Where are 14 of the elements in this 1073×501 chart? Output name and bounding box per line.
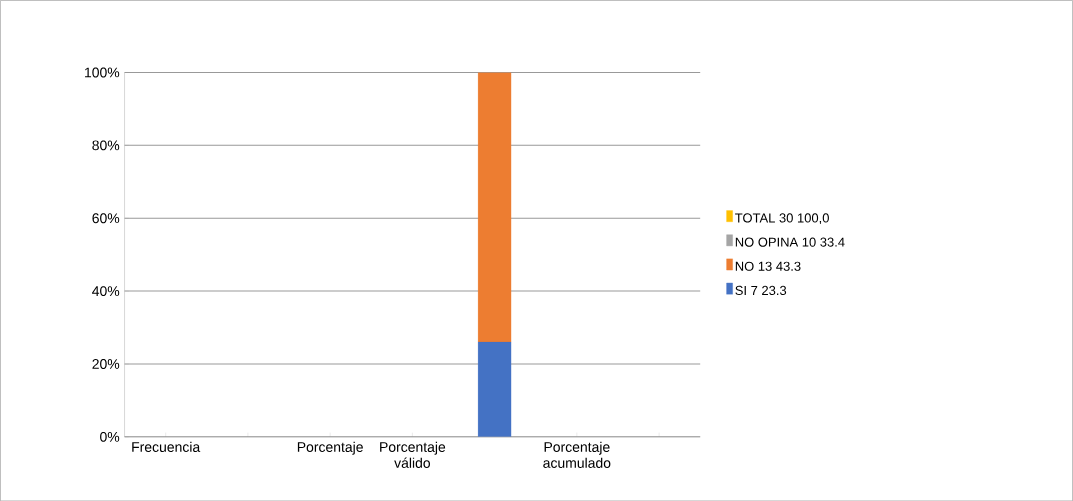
x-tick-label: Porcentaje (297, 441, 363, 455)
legend-label: TOTAL 30 100,0 (735, 213, 829, 224)
x-tick-label: Porcentaje acumulado (543, 441, 611, 468)
y-tick-label: 20% (92, 358, 120, 369)
y-tick-label: 0% (100, 431, 120, 442)
legend-label: NO 13 43.3 (735, 261, 801, 271)
x-tick-label: Frecuencia (132, 441, 201, 452)
y-tick-label: 80% (92, 140, 120, 151)
legend-label: NO OPINA 10 33.4 (735, 237, 845, 247)
x-tick-label: Porcentaje válido (380, 441, 446, 468)
y-tick-label: 60% (92, 213, 120, 223)
y-tick-label: 40% (92, 285, 120, 296)
y-tick-label: 100% (85, 67, 120, 78)
legend-label: SI 7 23.3 (735, 285, 787, 295)
